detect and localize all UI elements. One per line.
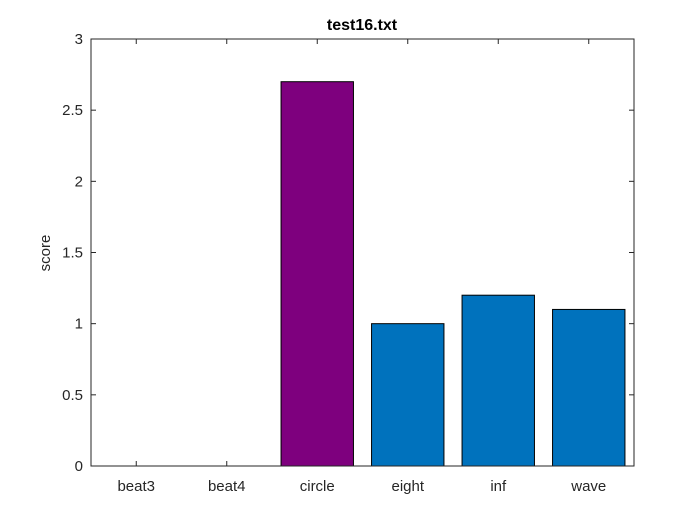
y-tick-label: 2 [75, 173, 83, 190]
bar-wave [552, 308, 626, 467]
bar-circle [280, 81, 354, 467]
y-tick-label: 3 [75, 31, 83, 48]
x-tick-label-beat3: beat3 [117, 478, 155, 495]
bar-eight [371, 323, 445, 467]
x-tick-label-beat4: beat4 [208, 478, 246, 495]
y-tick-label: 1.5 [62, 245, 83, 262]
y-tick-label: 0.5 [62, 387, 83, 404]
y-tick-label: 2.5 [62, 102, 83, 119]
x-tick-label-wave: wave [570, 478, 606, 495]
x-tick-label-circle: circle [300, 478, 335, 495]
labels-layer: 0 0.5 1 1.5 2 2.5 3 beat3 beat4 circle eight inf wav… [62, 31, 606, 495]
chart-title: test16.txt [327, 17, 398, 34]
bars-layer [280, 81, 626, 467]
plot-frame [90, 38, 635, 467]
y-tick-label: 0 [75, 458, 83, 475]
x-tick-label-eight: eight [391, 478, 424, 495]
y-axis-label: score [37, 235, 54, 272]
x-tick-label-inf: inf [490, 478, 507, 495]
bar-inf [461, 294, 535, 467]
y-tick-label: 1 [75, 316, 83, 333]
